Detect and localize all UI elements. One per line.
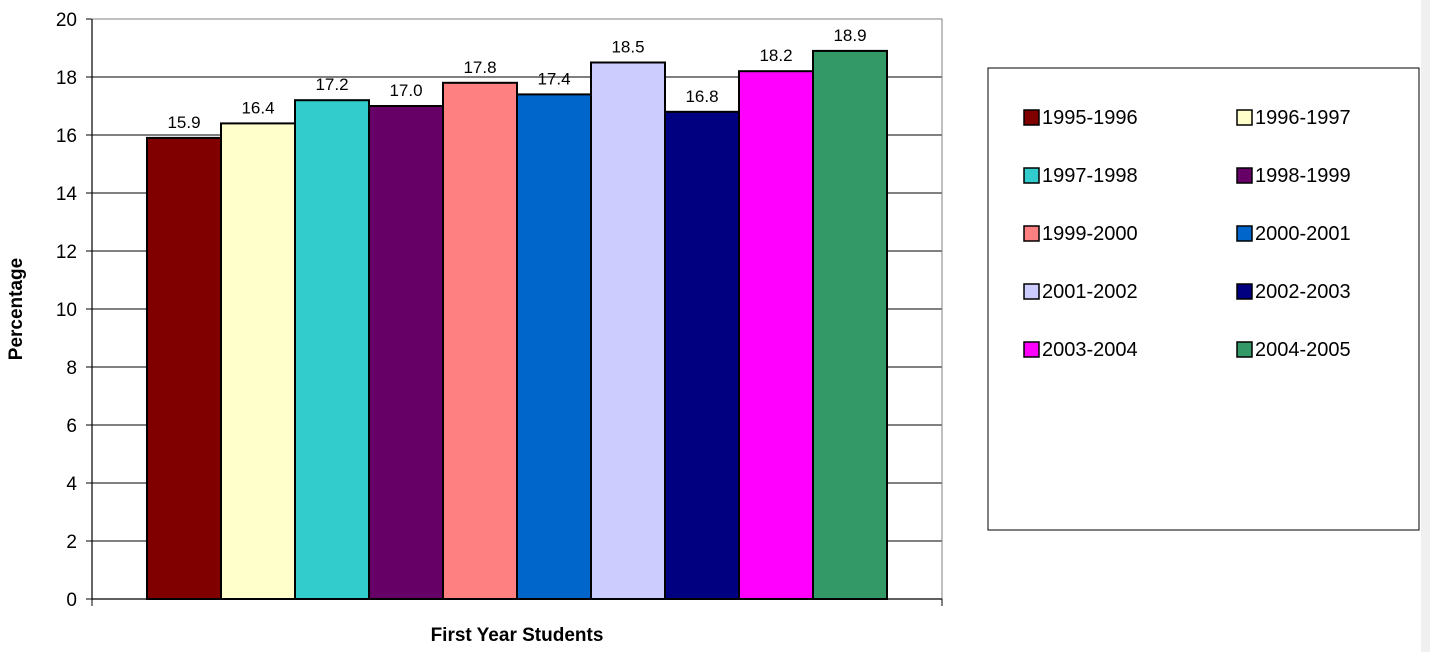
bar-2000-2001 [516, 93, 592, 601]
legend-swatch [1236, 225, 1253, 242]
y-tick-label: 2 [66, 532, 77, 553]
legend-swatch [1023, 341, 1040, 358]
bar-value-label: 18.5 [611, 38, 644, 57]
y-tick-label: 14 [56, 184, 78, 205]
y-tick-label: 8 [66, 358, 77, 379]
bar-value-label: 17.0 [389, 81, 422, 100]
legend-swatch [1236, 167, 1253, 184]
y-tick-label: 18 [56, 68, 77, 89]
legend-label: 1998-1999 [1255, 165, 1351, 187]
y-tick-label: 12 [56, 242, 77, 263]
bar-value-label: 15.9 [167, 113, 200, 132]
y-tick-label: 4 [66, 474, 77, 495]
bar-2001-2002 [590, 61, 666, 600]
legend-label: 1995-1996 [1042, 107, 1138, 129]
legend-label: 2000-2001 [1255, 223, 1351, 245]
scrollbar-edge [1421, 0, 1430, 652]
y-axis-label: Percentage [6, 258, 27, 360]
legend-swatch [1023, 283, 1040, 300]
legend-swatch [1023, 225, 1040, 242]
legend-swatch [1236, 109, 1253, 126]
axes [86, 18, 943, 606]
legend-box [987, 67, 1420, 531]
bars [146, 49, 888, 601]
legend-label: 2004-2005 [1255, 339, 1351, 361]
legend-swatch [1023, 167, 1040, 184]
bar-value-label: 17.4 [537, 69, 570, 88]
bar-value-label: 17.2 [315, 75, 348, 94]
bar-value-label: 16.8 [685, 87, 718, 106]
y-tick-label: 6 [66, 416, 77, 437]
legend-label: 1999-2000 [1042, 223, 1138, 245]
x-axis-label: First Year Students [431, 625, 604, 646]
bar-value-label: 16.4 [241, 98, 274, 117]
bar-value-label: 17.8 [463, 58, 496, 77]
bar-2002-2003 [664, 110, 740, 601]
y-tick-label: 10 [56, 300, 77, 321]
legend-swatch [1236, 283, 1253, 300]
legend-swatch [1236, 341, 1253, 358]
bar-value-label: 18.9 [833, 26, 866, 45]
y-tick-label: 0 [66, 590, 77, 611]
legend-label: 1996-1997 [1255, 107, 1351, 129]
bar-value-label: 18.2 [759, 46, 792, 65]
y-tick-label: 20 [56, 10, 77, 31]
legend-swatch [1023, 109, 1040, 126]
bar-2004-2005 [812, 49, 888, 600]
legend-label: 2002-2003 [1255, 281, 1351, 303]
bar-2003-2004 [738, 70, 814, 600]
bar-1997-1998 [294, 99, 370, 600]
bar-1998-1999 [368, 105, 444, 600]
legend-label: 1997-1998 [1042, 165, 1138, 187]
legend-label: 2001-2002 [1042, 281, 1138, 303]
y-tick-labels: 0 2 4 6 8 10 12 14 16 18 20 [56, 10, 78, 611]
bar-1999-2000 [442, 81, 518, 601]
bar-1995-1996 [146, 136, 222, 600]
legend: 1995-1996 1996-1997 1997-1998 1998-1999 1999… [987, 67, 1420, 531]
bar-1996-1997 [220, 122, 296, 601]
legend-label: 2003-2004 [1042, 339, 1138, 361]
y-tick-label: 16 [56, 126, 77, 147]
bar-value-labels: 15.9 16.4 17.2 17.0 17.8 17.4 18.5 16.8 18.2 18.9 [167, 26, 866, 132]
